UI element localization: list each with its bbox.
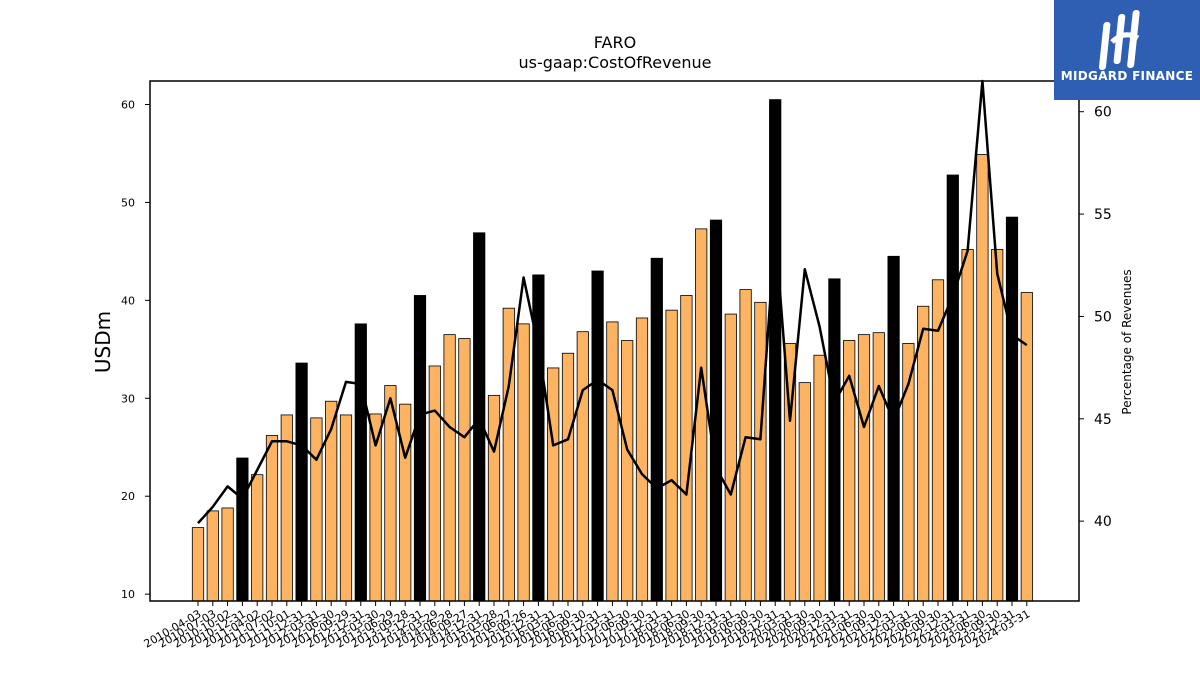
bar [221,507,234,602]
bar [1005,216,1019,602]
plot-frame [149,80,1080,602]
bar [769,99,782,602]
bar [917,305,930,602]
y-tick-label: 50 [121,196,135,209]
bar [857,334,871,602]
bar [295,362,308,602]
bar [487,394,501,602]
bar [547,367,560,602]
bar [310,417,323,602]
chart-subtitle: us-gaap:CostOfRevenue [518,53,711,72]
y2-tick-label: 55 [1094,207,1112,223]
y-axis-label: USDm [91,311,115,373]
y2-axis-label: Percentage of Revenues [1120,269,1134,414]
bar [206,510,219,602]
bar [606,321,619,602]
bar [428,365,441,602]
midgard-finance-logo: MIDGARD FINANCE [1054,0,1200,100]
bar [739,289,752,602]
bar [458,338,471,602]
right-axis: 40 45 50 55 60 [1079,105,1112,530]
bar [724,313,737,602]
bar [635,317,649,602]
y2-tick-label: 40 [1094,514,1112,530]
bar [591,270,604,602]
bar [887,255,900,602]
logo-mark-icon [1098,10,1140,70]
y2-tick-label: 60 [1094,105,1112,121]
bar [872,332,885,602]
bar [946,174,959,602]
bar [265,435,279,602]
chart-title: FARO [594,33,636,52]
bar [191,527,205,602]
bar [665,309,678,602]
bar [473,232,486,602]
bar [650,257,663,602]
logo-text: MIDGARD FINANCE [1060,69,1194,83]
bar [339,414,353,602]
bar [413,295,427,602]
bar [251,474,264,602]
bar [695,228,708,602]
bar [680,295,693,602]
bar [576,331,589,602]
bar [236,457,249,602]
y-tick-label: 20 [121,490,135,503]
bar [399,403,412,602]
bar [443,334,456,602]
bar-group [191,99,1033,602]
y-tick-label: 30 [121,392,135,405]
bar [813,354,826,602]
left-axis: 10 20 30 40 50 60 [121,99,150,601]
bar [561,352,575,602]
y-tick-label: 40 [121,294,135,307]
bar [709,219,723,602]
percentage-line [197,79,1028,525]
y2-tick-label: 50 [1094,309,1112,325]
bar [517,323,530,602]
bar [991,249,1004,602]
bar [754,301,767,602]
bar [1020,292,1033,602]
y2-tick-label: 45 [1094,412,1112,428]
y-tick-label: 60 [121,99,135,112]
bar [354,323,367,602]
bar [976,154,989,602]
bar [621,340,634,602]
x-axis: 2010-04-032010-07-032010-10-022010-12-31… [142,601,1032,651]
y-tick-label: 10 [121,588,135,601]
bar [828,278,841,602]
bar [961,249,974,602]
line-group [197,79,1028,525]
bar [798,382,811,602]
